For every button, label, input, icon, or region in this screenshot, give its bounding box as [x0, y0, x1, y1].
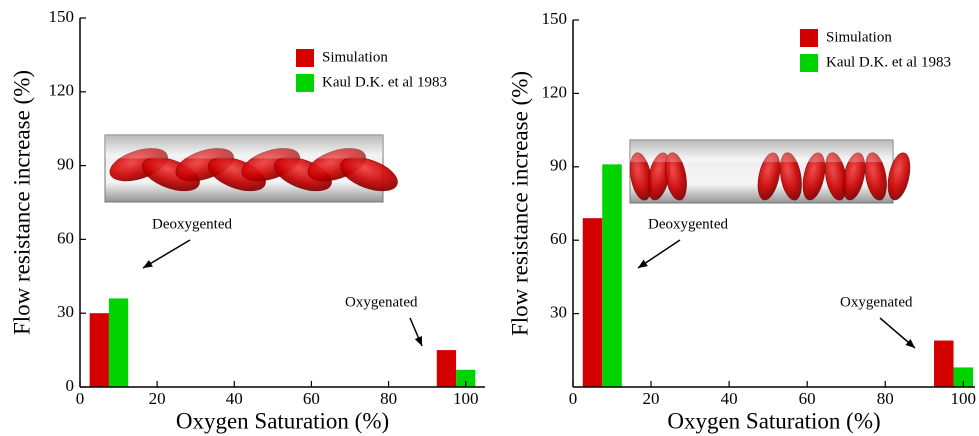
x-tick-label: 40	[721, 389, 738, 408]
annotation: Deoxygented	[648, 216, 728, 232]
x-tick-label: 20	[149, 389, 166, 408]
legend-label: Kaul D.K. et al 1983	[826, 54, 951, 70]
arrow-head	[143, 259, 153, 268]
cell-illustration	[629, 139, 911, 204]
cell-illustration	[104, 134, 398, 203]
y-tick-label: 90	[57, 155, 74, 174]
red-cell	[802, 152, 826, 201]
bar	[582, 218, 603, 387]
x-axis-label: Oxygen Saturation (%)	[667, 408, 880, 433]
bar	[456, 369, 476, 387]
y-axis-label: Flow resistance increase (%)	[507, 71, 532, 336]
red-cell	[842, 152, 866, 201]
annotation: Oxygenated	[345, 294, 418, 310]
y-tick-label: 0	[66, 376, 75, 395]
red-cell	[887, 152, 911, 201]
y-tick-label: 30	[57, 302, 74, 321]
legend-swatch	[800, 54, 818, 72]
x-tick-label: 0	[569, 389, 578, 408]
x-tick-label: 0	[76, 389, 85, 408]
y-tick-label: 30	[550, 303, 567, 322]
x-tick-label: 100	[951, 389, 977, 408]
y-tick-label: 120	[49, 81, 75, 100]
vessel-overlay	[630, 140, 893, 163]
legend-swatch	[296, 74, 314, 92]
y-tick-label: 120	[542, 82, 568, 101]
x-tick-label: 100	[453, 389, 479, 408]
legend-swatch	[800, 29, 818, 47]
x-axis-label: Oxygen Saturation (%)	[176, 408, 389, 433]
vessel-overlay	[105, 135, 383, 159]
annotation: Deoxygented	[152, 216, 232, 232]
x-tick-label: 60	[303, 389, 320, 408]
red-cell	[779, 152, 802, 201]
x-tick-label: 40	[226, 389, 243, 408]
red-cell	[664, 152, 687, 201]
y-tick-label: 150	[49, 7, 75, 26]
x-tick-label: 80	[380, 389, 397, 408]
red-cell	[757, 152, 781, 201]
x-tick-label: 20	[643, 389, 660, 408]
red-cell	[864, 152, 887, 201]
legend-label: Simulation	[826, 29, 892, 45]
legend-label: Kaul D.K. et al 1983	[322, 74, 447, 90]
x-tick-label: 60	[799, 389, 816, 408]
arrow-head	[414, 336, 422, 346]
bar	[602, 164, 622, 387]
annotation: Oxygenated	[840, 294, 913, 310]
y-tick-label: 150	[542, 9, 568, 28]
bar	[934, 340, 954, 387]
legend-swatch	[296, 49, 314, 67]
y-tick-label: 60	[550, 229, 567, 248]
bar	[436, 350, 457, 387]
bar	[108, 298, 129, 387]
red-cell	[340, 157, 398, 192]
x-tick-label: 80	[877, 389, 894, 408]
bar	[89, 313, 109, 387]
y-axis-label: Flow resistance increase (%)	[9, 70, 34, 335]
arrow-head	[638, 259, 648, 268]
legend-label: Simulation	[322, 49, 388, 65]
y-tick-label: 90	[550, 156, 567, 175]
arrow-head	[905, 339, 915, 348]
bar	[953, 367, 974, 387]
y-tick-label: 60	[57, 228, 74, 247]
